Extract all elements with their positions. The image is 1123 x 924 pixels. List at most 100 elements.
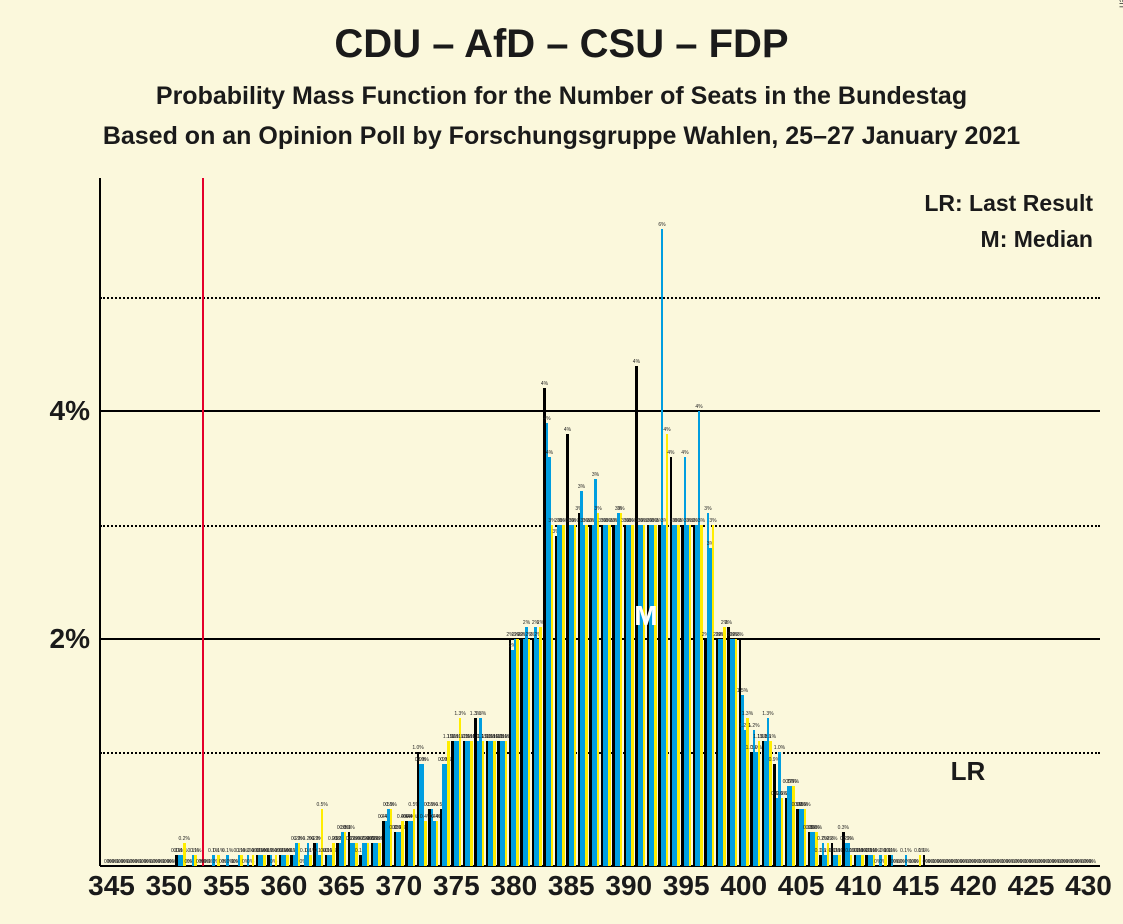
x-tick-label: 370 — [375, 866, 422, 902]
bar-value-label: 0.4% — [406, 815, 417, 821]
x-tick-label: 415 — [893, 866, 940, 902]
bar-series-3: 0.1% — [838, 855, 841, 866]
bar-series-3: 1.1% — [482, 741, 485, 866]
bar-value-label: 0.2% — [826, 837, 837, 843]
bar-series-3: 3% — [585, 525, 588, 866]
chart-subtitle-2: Based on an Opinion Poll by Forschungsgr… — [0, 122, 1123, 151]
x-tick-label: 360 — [261, 866, 308, 902]
bar-value-label: 0.5% — [799, 803, 810, 809]
bar-series-3: 0.2% — [378, 843, 381, 866]
bar-series-3: 1.1% — [493, 741, 496, 866]
x-tick-label: 405 — [778, 866, 825, 902]
bar-series-3: 0.4% — [436, 821, 439, 866]
bar-value-label: 4% — [541, 382, 548, 388]
bar-series-3: 0.1% — [884, 855, 887, 866]
x-tick-label: 385 — [548, 866, 595, 902]
bar-value-label: 1.3% — [475, 712, 486, 718]
bar-value-label: 1.1% — [765, 735, 776, 741]
x-tick-label: 365 — [318, 866, 365, 902]
bar-value-label: 0.3% — [394, 826, 405, 832]
bar-value-label: 2% — [523, 621, 530, 627]
median-label: M — [634, 600, 657, 632]
bar-value-label: 1.0% — [412, 746, 423, 752]
x-tick-label: 425 — [1008, 866, 1055, 902]
bar-series-3: 0.1% — [850, 855, 853, 866]
bar-value-label: 3% — [594, 507, 601, 513]
bar-value-label: 0.3% — [838, 826, 849, 832]
bar-value-label: 3% — [698, 519, 705, 525]
bar-value-label: 0.1% — [900, 849, 911, 855]
bar-value-label: 0.2% — [843, 837, 854, 843]
bar-series-3: 3% — [551, 525, 554, 866]
bar-series-3: 3% — [643, 525, 646, 866]
y-tick-label: 4% — [50, 395, 100, 427]
bar-value-label: 1.3% — [454, 712, 465, 718]
bar-series-3: 0.6% — [781, 798, 784, 866]
bar-value-label: 4% — [564, 428, 571, 434]
x-tick-label: 345 — [88, 866, 135, 902]
bar-series-3: 0.1% — [861, 855, 864, 866]
bar-series-3: 3% — [608, 525, 611, 866]
bar-value-label: 3% — [709, 519, 716, 525]
bar-value-label: 0.1% — [190, 849, 201, 855]
bar-series-3: 0.5% — [321, 809, 324, 866]
bar-series-3: 3% — [712, 525, 715, 866]
bar-series-3: 3% — [677, 525, 680, 866]
bar-series-3: 0.1% — [919, 855, 922, 866]
chart-title: CDU – AfD – CSU – FDP — [0, 22, 1123, 67]
bar-series-3: 3% — [562, 525, 565, 866]
bar-series-3: 3% — [700, 525, 703, 866]
bar-series-3: 3% — [620, 513, 623, 866]
bar-value-label: 1.0% — [774, 746, 785, 752]
x-tick-label: 420 — [950, 866, 997, 902]
bar-series-3: 0.2% — [367, 843, 370, 866]
y-tick-label: 2% — [50, 623, 100, 655]
bar-series-3: 2% — [723, 627, 726, 866]
gridline-dotted — [100, 297, 1100, 299]
bar-value-label: 0.9% — [417, 758, 428, 764]
bar-series-3: 3% — [689, 525, 692, 866]
x-tick-label: 410 — [835, 866, 882, 902]
bar-series-3: 4% — [666, 434, 669, 866]
x-tick-label: 380 — [490, 866, 537, 902]
plot-area: 2%4%345350355360365370375380385390395400… — [100, 178, 1100, 866]
last-result-line — [202, 178, 204, 866]
bar-series-3: 3% — [654, 525, 657, 866]
bar-value-label: 0.1% — [176, 849, 187, 855]
bar-series-3: 0.1% — [286, 855, 289, 866]
bar-series-3: 0.1% — [263, 855, 266, 866]
bar-value-label: 0.1% — [325, 849, 336, 855]
bar-series-3: 0.4% — [401, 821, 404, 866]
x-tick-label: 350 — [146, 866, 193, 902]
bar-value-label: 0.1% — [918, 849, 929, 855]
bar-value-label: 3% — [704, 507, 711, 513]
chart-subtitle-1: Probability Mass Function for the Number… — [0, 82, 1123, 111]
bar-series-3: 2% — [528, 639, 531, 866]
bar-series-3: 0.5% — [413, 809, 416, 866]
bar-value-label: 0.3% — [343, 826, 354, 832]
bar-series-3: 0.1% — [309, 855, 312, 866]
bar-series-3: 1.1% — [470, 741, 473, 866]
x-tick-label: 390 — [605, 866, 652, 902]
bar-series-3: 3% — [631, 525, 634, 866]
bar-series-3: 2% — [516, 639, 519, 866]
x-tick-label: 355 — [203, 866, 250, 902]
bar-value-label: 3% — [592, 473, 599, 479]
bar-value-label: 0.7% — [788, 780, 799, 786]
bar-series-3: 1.1% — [505, 741, 508, 866]
bar-series-3: 0.5% — [804, 809, 807, 866]
bar-value-label: 4% — [681, 451, 688, 457]
bar-value-label: 0.2% — [179, 837, 190, 843]
bar-value-label: 1.2% — [748, 724, 759, 730]
bar-value-label: 0.5% — [385, 803, 396, 809]
bar-series-3: 2% — [539, 627, 542, 866]
y-axis — [99, 178, 101, 866]
bar-series-3: 3% — [597, 513, 600, 866]
bar-series-3: 0.2% — [332, 843, 335, 866]
bar-value-label: 4% — [695, 405, 702, 411]
bar-value-label: 4% — [663, 428, 670, 434]
bar-series-3: 1.3% — [746, 718, 749, 866]
bar-value-label: 0.9% — [440, 758, 451, 764]
x-tick-label: 430 — [1065, 866, 1112, 902]
bar-series-3: 2% — [735, 639, 738, 866]
